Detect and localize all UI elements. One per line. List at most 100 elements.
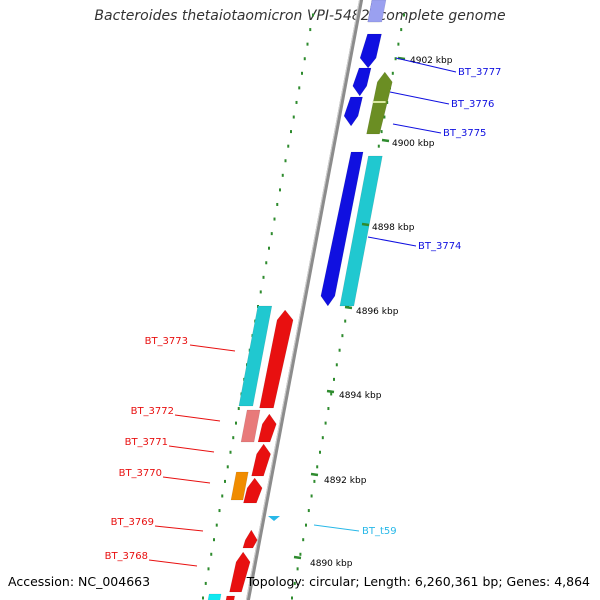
gene-leader-line: [148, 559, 198, 567]
gene-leader-line: [168, 445, 215, 453]
gene-bt-3774-glyph: [320, 151, 364, 307]
left-dotted-guide: [298, 86, 301, 90]
gene-bt-3771-glyph: [257, 413, 277, 443]
right-dotted-guide: [319, 450, 321, 454]
tick-mark: [293, 555, 302, 560]
gene-label: BT_t59: [362, 526, 397, 537]
tick-mark: [326, 389, 335, 394]
gene-bt-3770-glyph: [243, 477, 263, 504]
left-dotted-guide: [221, 494, 224, 498]
left-dotted-guide: [232, 436, 235, 440]
left-dotted-guide: [281, 173, 284, 177]
left-dotted-guide: [229, 450, 232, 454]
left-dotted-guide: [226, 465, 229, 469]
backbone-line: [245, 0, 364, 600]
gene-bt-3768-glyph: [229, 551, 251, 593]
gene-bt-3774-cyan-glyph: [339, 155, 383, 307]
tick-label: 4896 kbp: [356, 307, 399, 317]
right-dotted-guide: [400, 28, 403, 32]
left-dotted-guide: [215, 523, 218, 527]
left-dotted-guide: [290, 130, 292, 134]
left-dotted-guide: [270, 232, 273, 236]
left-dotted-guide: [268, 246, 270, 250]
left-dotted-guide: [262, 275, 265, 279]
gene-leader-line: [313, 524, 360, 532]
tick-mark: [381, 138, 390, 143]
tick-label: 4890 kbp: [310, 559, 353, 569]
left-dotted-guide: [303, 57, 306, 61]
right-dotted-guide: [341, 334, 344, 338]
tick-mark: [361, 222, 370, 227]
right-dotted-guide: [321, 436, 324, 440]
right-dotted-guide: [394, 57, 397, 61]
gene-label: BT_3769: [111, 517, 154, 528]
feature-glyphs: [207, 0, 393, 600]
left-dotted-guide: [204, 581, 207, 585]
right-dotted-guide: [383, 115, 386, 119]
gene-label: BT_3774: [418, 241, 461, 252]
genome-summary-text: Topology: circular; Length: 6,260,361 bp…: [246, 574, 590, 589]
right-dotted-guide: [307, 509, 310, 513]
gene-leader-line: [189, 344, 236, 352]
gene-leader-line: [174, 414, 221, 422]
gene-leader-line: [162, 476, 211, 484]
gene-bt-3776-glyph: [352, 67, 372, 97]
left-dotted-guide: [224, 479, 226, 483]
right-dotted-guide: [296, 567, 299, 571]
left-dotted-guide: [292, 115, 295, 119]
gene-leader-line: [395, 57, 457, 73]
gene-label: BT_3770: [119, 468, 162, 479]
tick-label: 4892 kbp: [324, 476, 367, 486]
genome-backbone: [245, 0, 364, 600]
left-dotted-guide: [312, 13, 314, 17]
right-dotted-guide: [380, 130, 383, 134]
gene-label: BT_3768: [105, 551, 148, 562]
gene-leader-line: [367, 236, 417, 247]
map-title: Bacteroides thetaiotaomicron VPI-5482, c…: [94, 8, 506, 24]
left-dotted-guide: [237, 407, 240, 411]
right-dotted-guide: [397, 42, 400, 46]
right-dotted-guide: [302, 538, 305, 542]
left-dotted-guide: [287, 144, 290, 148]
gene-bt-3777-glyph: [359, 33, 382, 69]
tick-mark: [310, 472, 319, 477]
tick-mark: [397, 56, 406, 61]
right-dotted-guide: [313, 479, 316, 483]
right-dotted-guide: [316, 465, 319, 469]
gene-bt-3772-glyph: [240, 409, 261, 443]
gene-bt-t59-glyph: [268, 516, 280, 521]
right-dotted-guide: [310, 494, 313, 498]
left-dotted-guide: [259, 290, 262, 294]
tick-label: 4898 kbp: [372, 223, 415, 233]
right-dotted-guide: [391, 71, 394, 75]
gene-label: BT_3771: [125, 437, 168, 448]
tick-label: 4900 kbp: [392, 139, 435, 149]
left-dotted-guide: [207, 567, 210, 571]
right-dotted-guide: [377, 144, 380, 148]
tick-mark: [344, 305, 353, 310]
gene-leader-line: [392, 123, 442, 134]
left-dotted-guide: [213, 538, 215, 542]
gene-label: BT_3773: [145, 336, 188, 347]
gene-edge-cyan-glyph: [207, 593, 222, 600]
right-dotted-guide: [333, 377, 335, 381]
scale-ticks: 4902 kbp 4900 kbp 4898 kbp 4896 kbp 4894 kbp…: [293, 56, 453, 569]
gene-bt-3771b-glyph: [251, 443, 271, 477]
left-dotted-guide: [202, 596, 204, 600]
gene-bt-3777-light-glyph: [367, 0, 387, 23]
left-dotted-guide: [265, 261, 268, 265]
left-dotted-guide: [235, 421, 237, 425]
left-dotted-guide: [301, 71, 303, 75]
left-dotted-guide: [279, 188, 281, 192]
gene-leader-line: [154, 525, 204, 532]
gene-edge-red-glyph: [225, 595, 236, 600]
left-dotted-guide: [306, 42, 309, 46]
right-dotted-guide: [299, 552, 302, 556]
backbone-highlight: [245, 0, 361, 600]
gene-label: BT_3775: [443, 128, 486, 139]
right-dotted-guide: [335, 363, 338, 367]
tick-label: 4902 kbp: [410, 56, 453, 66]
right-dotted-guide: [291, 596, 293, 600]
left-dotted-guide: [309, 28, 312, 32]
